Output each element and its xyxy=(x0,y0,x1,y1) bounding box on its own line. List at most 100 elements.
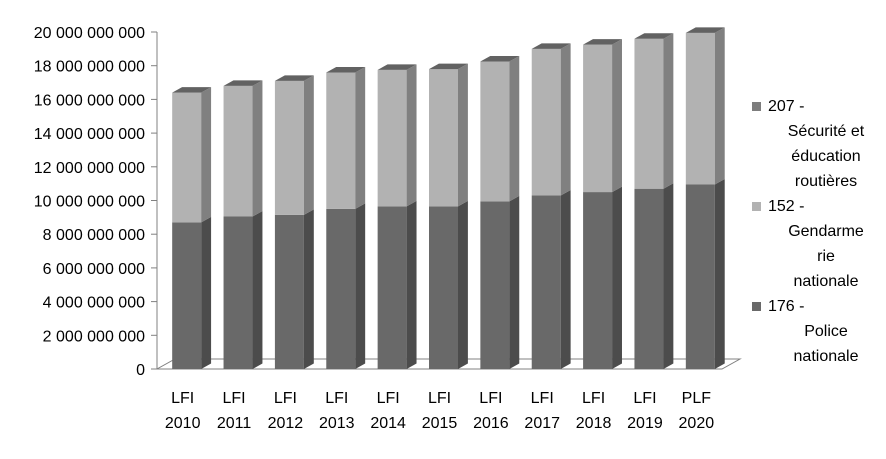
legend-swatch xyxy=(752,102,761,111)
bar-segment xyxy=(480,61,510,202)
x-tick-label: LFI 2011 xyxy=(217,390,252,432)
bar-segment xyxy=(223,85,253,217)
bar-segment-top xyxy=(326,66,366,73)
bar-segment xyxy=(634,188,664,369)
x-tick-label: LFI 2016 xyxy=(473,390,509,432)
bar-segment-side xyxy=(663,183,674,369)
bar-segment-side xyxy=(612,39,622,193)
bar-segment-side xyxy=(560,189,571,369)
y-tick-label: 8 000 000 000 xyxy=(43,227,145,244)
y-tick-label: 16 000 000 000 xyxy=(34,92,145,109)
bar-stack xyxy=(223,80,263,369)
labels-layer: 0 2 000 000 000 4 000 000 000 6 000 000 000… xyxy=(34,25,714,432)
legend-label: 176 -Police nationale xyxy=(768,298,859,365)
x-tick-label: LFI 2017 xyxy=(524,390,560,432)
bar-segment-top xyxy=(480,55,520,62)
bar-segment-side xyxy=(509,55,520,202)
bar-segment-side xyxy=(663,33,674,189)
bar-stack xyxy=(274,75,314,369)
bar-segment-side xyxy=(612,186,622,369)
x-tick-label: LFI 2010 xyxy=(165,390,201,432)
bar-segment-top xyxy=(223,80,263,86)
x-tick-label: LFI 2013 xyxy=(319,390,355,432)
y-tick-label: 2 000 000 000 xyxy=(43,328,145,345)
bar-segment xyxy=(429,206,458,369)
x-tick-label: LFI 2019 xyxy=(627,390,663,432)
bar-segment xyxy=(583,192,613,369)
bar-stack xyxy=(429,63,468,369)
bar-stack xyxy=(531,43,571,369)
legend-item: 207 -Sécurité et éducation routières xyxy=(752,98,865,190)
bar-segment xyxy=(685,32,715,185)
legend-item: 176 -Police nationale xyxy=(752,298,859,365)
bar-segment xyxy=(429,69,458,207)
bar-segment-side xyxy=(252,211,263,369)
bar-stack xyxy=(583,39,622,369)
x-tick-label: LFI 2015 xyxy=(422,390,458,432)
y-tick-label: 12 000 000 000 xyxy=(34,160,145,177)
bar-segment-side xyxy=(714,178,725,369)
bar-segment xyxy=(377,206,407,369)
bar-segment-side xyxy=(406,200,417,369)
bars-layer xyxy=(172,27,725,369)
bar-stack xyxy=(480,55,520,369)
bar-segment xyxy=(326,72,356,209)
x-tick-label: LFI 2014 xyxy=(370,390,406,432)
bar-segment xyxy=(274,214,304,369)
bar-stack xyxy=(685,27,725,369)
bar-segment-top xyxy=(429,63,468,70)
bar-stack xyxy=(634,33,674,369)
bar-stack xyxy=(377,64,417,369)
bar-segment xyxy=(531,195,561,369)
bar-segment xyxy=(223,216,253,369)
bar-segment xyxy=(531,48,561,196)
bar-segment-top xyxy=(172,87,212,93)
bar-segment xyxy=(172,92,202,223)
bar-segment xyxy=(326,208,356,369)
bar-segment-side xyxy=(201,216,212,369)
bar-segment xyxy=(634,38,664,189)
bar-segment-side xyxy=(714,27,725,185)
bar-segment-side xyxy=(252,80,263,217)
bar-segment-top xyxy=(531,43,571,49)
y-tick-label: 10 000 000 000 xyxy=(34,194,145,211)
bar-segment-top xyxy=(583,39,622,45)
y-tick-label: 0 xyxy=(136,362,145,379)
bar-stack xyxy=(172,87,212,369)
bar-segment-side xyxy=(458,63,468,207)
y-tick-label: 18 000 000 000 xyxy=(34,59,145,76)
bar-segment xyxy=(172,222,202,369)
y-tick-label: 6 000 000 000 xyxy=(43,261,145,278)
bar-segment xyxy=(685,184,715,369)
bar-segment-side xyxy=(458,200,468,369)
legend-item: 152 -Gendarme rie nationale xyxy=(752,198,864,290)
y-tick-label: 20 000 000 000 xyxy=(34,25,145,42)
y-tick-label: 14 000 000 000 xyxy=(34,126,145,143)
bar-segment-top xyxy=(377,64,417,70)
bar-segment-top xyxy=(685,27,725,33)
bar-segment-top xyxy=(274,75,314,81)
bar-segment-side xyxy=(355,203,366,369)
bar-segment-side xyxy=(303,75,314,215)
bar-segment-side xyxy=(355,66,366,209)
x-tick-label: PLF 2020 xyxy=(679,390,715,432)
bar-segment xyxy=(583,44,613,193)
x-tick-label: LFI 2012 xyxy=(268,390,304,432)
bar-segment xyxy=(274,80,304,215)
bar-segment xyxy=(377,69,407,207)
legend-swatch xyxy=(752,202,761,211)
bar-segment-top xyxy=(634,33,674,39)
bar-segment-side xyxy=(303,209,314,369)
y-tick-label: 4 000 000 000 xyxy=(43,295,145,312)
bar-segment-side xyxy=(201,87,212,223)
bar-segment-side xyxy=(560,43,571,196)
legend-label: 207 -Sécurité et éducation routières xyxy=(768,98,865,190)
bar-segment-side xyxy=(406,64,417,207)
bar-segment-side xyxy=(509,195,520,369)
bar-stack xyxy=(326,66,366,369)
legend-swatch xyxy=(752,302,761,311)
bar-segment xyxy=(480,201,510,369)
x-tick-label: LFI 2018 xyxy=(576,390,612,432)
